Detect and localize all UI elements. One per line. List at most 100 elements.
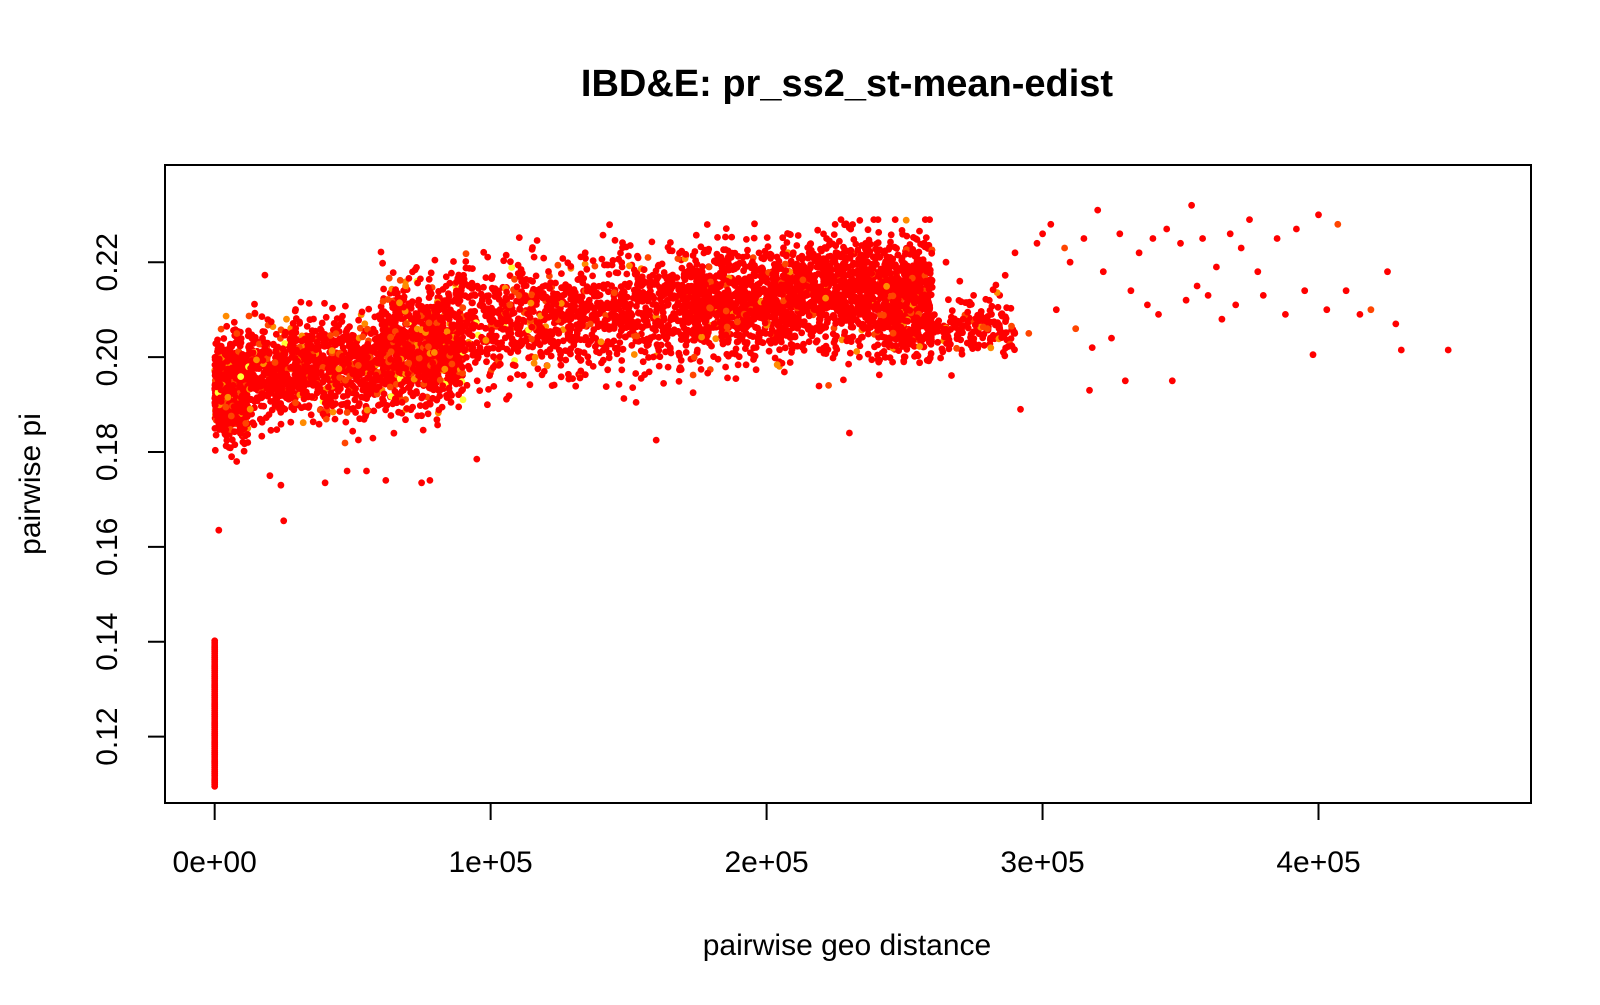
data-point — [322, 415, 330, 423]
data-point — [370, 407, 378, 415]
data-point — [251, 300, 258, 308]
data-point — [788, 349, 795, 356]
data-point — [655, 333, 663, 341]
data-point — [813, 263, 821, 271]
data-point — [540, 254, 548, 262]
data-point — [798, 343, 806, 351]
data-point — [691, 336, 698, 344]
data-point — [387, 333, 394, 341]
data-point — [419, 392, 427, 400]
data-point — [217, 325, 225, 333]
data-point — [336, 374, 344, 381]
data-point — [378, 359, 386, 367]
data-point — [630, 351, 638, 358]
data-point — [442, 273, 450, 281]
data-point — [596, 291, 604, 299]
data-point — [389, 269, 397, 276]
data-point — [816, 315, 823, 323]
data-point — [617, 249, 624, 257]
data-point — [396, 276, 404, 284]
data-point — [259, 328, 267, 335]
data-point — [359, 333, 367, 341]
data-point — [660, 380, 667, 387]
data-point — [722, 363, 729, 371]
data-point — [477, 290, 485, 298]
data-point — [830, 231, 838, 239]
data-point — [333, 315, 341, 322]
data-point — [315, 420, 323, 428]
data-point — [297, 298, 305, 306]
data-point — [413, 389, 420, 397]
data-point — [372, 371, 380, 379]
data-point — [533, 237, 541, 244]
data-point — [309, 418, 317, 426]
data-point — [246, 331, 253, 339]
data-point — [251, 377, 258, 385]
data-point — [384, 296, 392, 303]
data-point — [283, 315, 290, 323]
data-point — [447, 349, 455, 356]
data-point — [616, 306, 623, 313]
data-point — [725, 352, 732, 360]
data-point — [268, 377, 275, 384]
data-point — [507, 258, 514, 266]
data-point — [377, 303, 385, 310]
data-point — [228, 453, 236, 461]
data-point — [677, 356, 685, 364]
data-point — [599, 231, 607, 239]
data-point — [369, 434, 377, 442]
data-point — [527, 299, 535, 307]
data-point — [635, 309, 643, 317]
data-point — [669, 271, 677, 279]
data-point — [574, 347, 581, 355]
data-point — [380, 377, 388, 385]
data-point — [653, 341, 661, 349]
data-point — [506, 301, 514, 309]
data-point — [234, 366, 242, 374]
data-point — [398, 399, 406, 406]
data-point — [216, 370, 224, 378]
data-point — [560, 317, 568, 324]
data-point — [696, 358, 704, 365]
data-point — [342, 376, 349, 384]
data-point — [459, 369, 466, 377]
data-point — [589, 257, 597, 265]
data-point — [227, 412, 235, 420]
data-point — [604, 366, 612, 374]
data-point — [577, 253, 585, 261]
data-point — [461, 346, 469, 353]
data-point — [246, 405, 254, 413]
data-point — [279, 404, 286, 411]
data-point — [332, 330, 340, 337]
data-point — [676, 364, 684, 371]
data-point — [317, 354, 325, 362]
data-point — [335, 365, 343, 373]
data-point — [732, 375, 740, 382]
data-point — [471, 291, 479, 299]
data-point — [557, 361, 565, 369]
data-point — [431, 307, 438, 314]
data-point — [463, 381, 471, 389]
data-point — [240, 447, 248, 455]
data-point — [222, 403, 230, 411]
data-point — [483, 358, 490, 366]
data-point — [675, 378, 683, 385]
data-point — [397, 381, 405, 389]
data-point — [459, 363, 466, 371]
data-point — [259, 357, 267, 364]
data-point — [352, 390, 359, 398]
data-point — [751, 220, 758, 228]
data-point — [667, 292, 675, 299]
data-point — [720, 246, 727, 254]
data-point — [522, 337, 530, 345]
data-point — [281, 340, 289, 347]
data-point — [263, 384, 271, 392]
data-point — [362, 361, 369, 369]
data-point — [437, 314, 445, 322]
data-point — [224, 393, 232, 401]
data-point — [692, 231, 700, 239]
data-point — [690, 353, 698, 361]
data-point — [629, 327, 636, 334]
data-point — [488, 326, 495, 334]
